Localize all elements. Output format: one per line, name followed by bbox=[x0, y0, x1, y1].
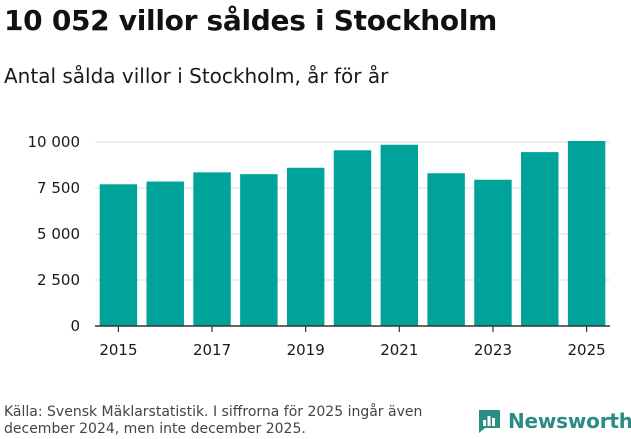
newsworthy-logo-icon bbox=[479, 410, 500, 433]
bar-chart: 0 2 500 5 000 7 500 10 000 2015 2017 2019 2021 20… bbox=[28, 133, 610, 359]
bar-2018 bbox=[240, 174, 278, 326]
chart-title: 10 052 villor såldes i Stockholm bbox=[4, 4, 498, 37]
bar-2021 bbox=[380, 144, 419, 326]
bar-2020 bbox=[333, 150, 372, 326]
bars bbox=[99, 141, 606, 326]
chart-subtitle: Antal sålda villor i Stockholm, år för å… bbox=[4, 64, 389, 88]
tick-labels: 0 2 500 5 000 7 500 10 000 2015 2017 2019 2021 20… bbox=[28, 133, 606, 359]
x-tick-label: 2025 bbox=[567, 341, 605, 359]
bar-2019 bbox=[286, 167, 325, 326]
bar-2016 bbox=[146, 181, 184, 326]
y-tick-label: 5 000 bbox=[37, 225, 80, 243]
y-tick-label: 10 000 bbox=[28, 133, 81, 151]
x-tick-label: 2023 bbox=[474, 341, 512, 359]
x-tick-label: 2017 bbox=[193, 341, 231, 359]
source-note: Källa: Svensk Mäklarstatistik. I siffror… bbox=[4, 404, 423, 437]
brand-name: Newsworthy bbox=[508, 409, 631, 433]
bar-2015 bbox=[99, 184, 138, 326]
x-tick-label: 2015 bbox=[99, 341, 137, 359]
x-tick-label: 2021 bbox=[380, 341, 418, 359]
y-tick-label: 2 500 bbox=[37, 271, 80, 289]
bar-2025 bbox=[567, 141, 606, 326]
bar-2024 bbox=[521, 152, 559, 326]
y-tick-label: 7 500 bbox=[37, 179, 80, 197]
bar-2017 bbox=[193, 172, 231, 326]
bar-2023 bbox=[474, 179, 512, 326]
brand-logo[interactable]: Newsworthy bbox=[476, 406, 631, 436]
axes bbox=[95, 325, 610, 332]
y-tick-label: 0 bbox=[70, 317, 80, 335]
x-tick-label: 2019 bbox=[287, 341, 325, 359]
bar-2022 bbox=[427, 173, 465, 326]
